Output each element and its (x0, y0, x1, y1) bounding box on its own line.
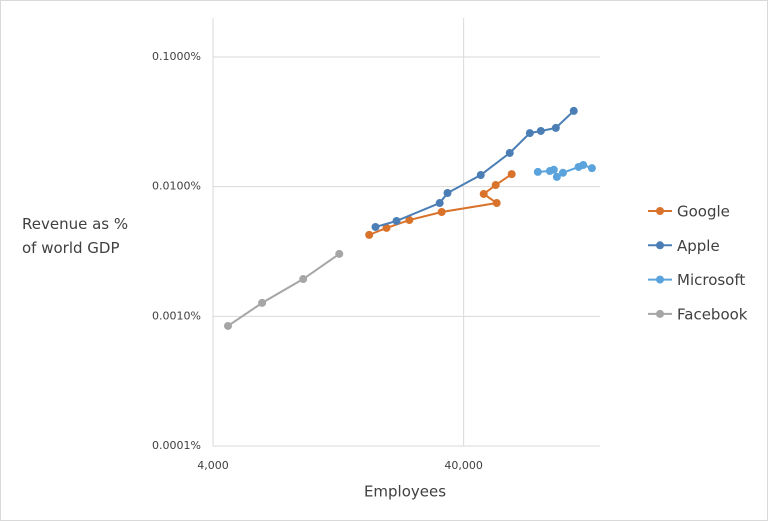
legend-label: Apple (677, 237, 720, 255)
legend-marker (656, 241, 664, 250)
data-point (405, 216, 414, 225)
data-point (549, 165, 558, 174)
series-line (375, 110, 575, 228)
data-point (536, 126, 545, 135)
y-tick-label: 0.0001% (152, 439, 201, 452)
data-point (335, 249, 344, 258)
y-tick-label: 0.1000% (152, 50, 201, 63)
data-point (371, 222, 380, 231)
data-point (558, 168, 567, 177)
data-point (533, 167, 542, 176)
x-tick-label: 40,000 (444, 459, 483, 472)
legend-marker (656, 207, 664, 215)
legend-marker (656, 309, 664, 318)
data-point (579, 160, 588, 169)
data-point (382, 223, 391, 232)
legend-marker (656, 275, 664, 284)
data-point (569, 106, 578, 115)
data-point (392, 216, 401, 225)
data-point (525, 129, 534, 138)
data-point (552, 172, 561, 181)
data-point (507, 170, 516, 179)
data-point (505, 148, 514, 157)
y-tick-label: 0.0010% (152, 309, 201, 322)
data-point (258, 298, 267, 307)
data-point (491, 181, 500, 190)
data-point (551, 123, 560, 132)
data-point (443, 188, 452, 197)
data-point (299, 275, 308, 284)
legend-label: Microsoft (677, 271, 745, 289)
data-point (476, 171, 485, 180)
legend-label: Google (677, 203, 730, 221)
legend-label: Facebook (677, 305, 748, 323)
data-point (492, 199, 501, 208)
data-point (437, 207, 446, 216)
data-point (479, 189, 488, 198)
y-tick-label: 0.0100% (152, 180, 201, 193)
data-point (223, 321, 232, 330)
y-axis-label: Revenue as % of world GDP (22, 215, 129, 257)
x-axis-label: Employees (364, 483, 446, 501)
data-point (587, 164, 596, 173)
x-tick-label: 4,000 (197, 459, 229, 472)
series-line (227, 253, 340, 327)
data-point (435, 199, 444, 208)
data-point (365, 230, 374, 239)
